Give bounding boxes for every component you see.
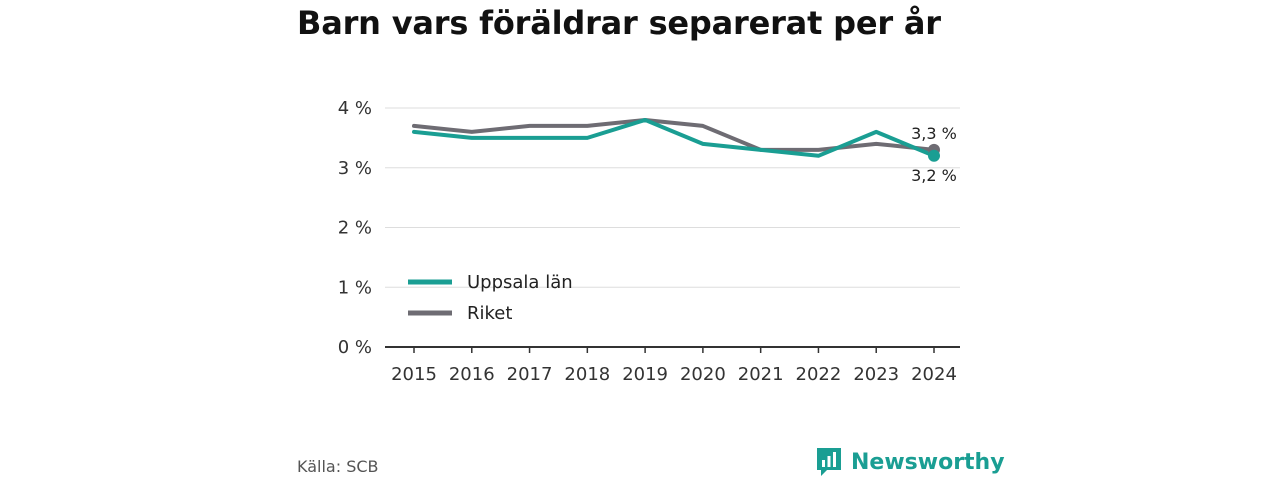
y-tick-label: 0 % — [338, 337, 372, 358]
legend: Uppsala län Riket — [408, 272, 573, 324]
x-tick-label: 2022 — [796, 364, 842, 385]
x-tick-label: 2021 — [738, 364, 784, 385]
data-label-end: 3,2 % — [911, 166, 957, 185]
brand: Newsworthy — [815, 446, 1005, 478]
x-tick-label: 2019 — [622, 364, 668, 385]
y-tick-label: 2 % — [338, 218, 372, 239]
legend-entry: Riket — [467, 303, 512, 324]
x-tick-label: 2024 — [911, 364, 957, 385]
series-end-marker — [928, 149, 940, 162]
page-title: Barn vars föräldrar separerat per år — [297, 4, 941, 42]
source-note: Källa: SCB — [297, 457, 379, 476]
x-tick-label: 2020 — [680, 364, 726, 385]
series-line-riket — [412, 117, 936, 152]
brand-name: Newsworthy — [851, 449, 1005, 475]
y-tick-label: 3 % — [338, 158, 372, 179]
tick-labels: 0 % 1 % 2 % 3 % 4 % 2015 2016 2017 2018 2019 2020 2… — [338, 98, 957, 385]
data-label-end: 3,3 % — [911, 124, 957, 143]
y-tick-label: 4 % — [338, 98, 372, 119]
legend-entry: Uppsala län — [467, 272, 573, 293]
y-tick-label: 1 % — [338, 277, 372, 298]
x-tick-label: 2017 — [507, 364, 553, 385]
series-line-uppsala-ln — [412, 117, 936, 158]
x-tick-label: 2016 — [449, 364, 495, 385]
x-tick-label: 2015 — [391, 364, 437, 385]
axes — [385, 346, 960, 353]
series-lines — [412, 117, 940, 162]
newsworthy-logo-icon — [817, 448, 841, 476]
grid-lines — [385, 107, 960, 288]
x-tick-label: 2018 — [564, 364, 610, 385]
line-chart: 0 % 1 % 2 % 3 % 4 % 2015 2016 2017 2018 2019 2020 2… — [338, 98, 960, 385]
x-tick-label: 2023 — [853, 364, 899, 385]
